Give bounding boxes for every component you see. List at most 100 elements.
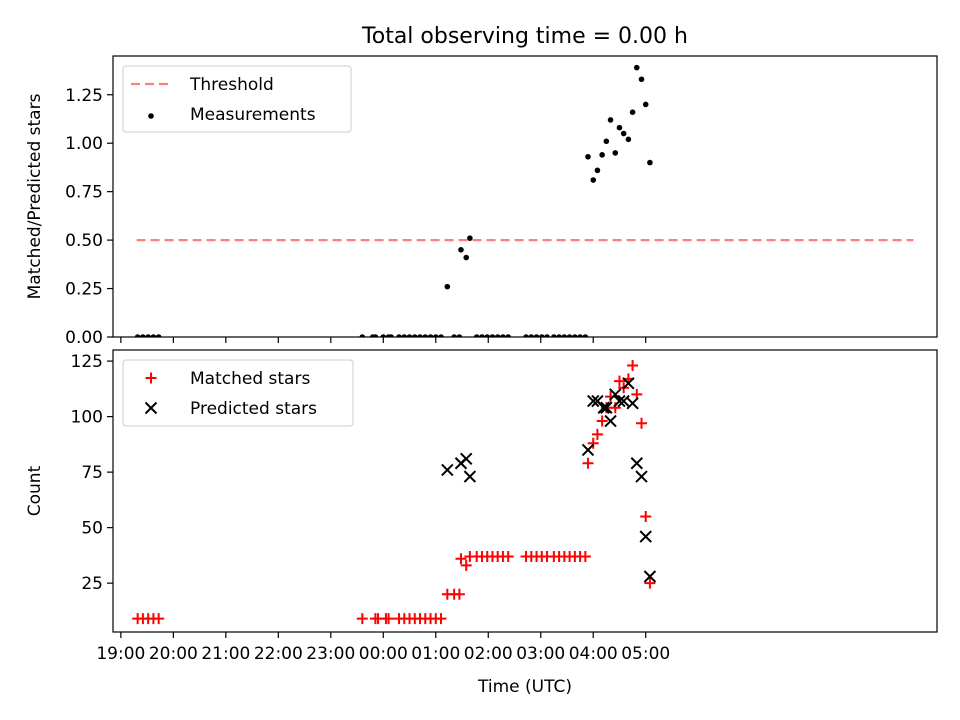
predicted-stars-point [460, 452, 473, 466]
measurement-point [538, 334, 545, 337]
matched-stars-point [383, 613, 395, 625]
measurement-point [642, 101, 649, 108]
measurement-point [150, 334, 157, 337]
measurement-point [625, 136, 632, 143]
matched-stars-point [644, 577, 656, 589]
measurement-point [484, 334, 491, 337]
matched-stars-point [640, 511, 652, 523]
x-tick-label: 01:00 [411, 644, 460, 664]
legend [122, 359, 354, 427]
x-axis-label: Time (UTC) [477, 677, 572, 697]
measurement-point [417, 334, 423, 337]
y-axis-label: Matched/Predicted stars [25, 93, 45, 299]
legend-label: Threshold [189, 75, 274, 95]
bottom-plot: 25 50 75 100 125 19:00 20:00 21:00 22:00 23:00 00:… [25, 349, 938, 697]
measurement-point [359, 334, 366, 337]
measurement-point [372, 334, 379, 337]
matched-stars-point [582, 457, 594, 469]
matched-stars-point [636, 417, 648, 429]
x-tick-label: 00:00 [359, 644, 408, 664]
measurement-point [479, 334, 485, 337]
x-tick-label: 22:00 [254, 644, 303, 664]
predicted-stars-point [581, 443, 595, 457]
predicted-stars-point [597, 401, 610, 414]
y-tick-label: 1.25 [65, 86, 103, 106]
x-tick-label: 19:00 [96, 644, 145, 664]
measurement-point [134, 334, 141, 337]
matched-stars-point [153, 613, 165, 625]
measurement-point [523, 334, 529, 337]
y-tick-label: 0.25 [65, 280, 103, 300]
x-tick-label: 03:00 [516, 644, 565, 664]
x-tick-label: 23:00 [306, 644, 355, 664]
matched-stars-point [587, 437, 599, 449]
data-marks [132, 360, 657, 625]
measurement-point [411, 334, 418, 337]
measurement-point [566, 334, 573, 337]
top-plot: 0.00 0.25 0.50 0.75 1.00 1.25 Matched/Predicte… [25, 55, 938, 348]
plot-frame [112, 349, 938, 633]
measurement-point [467, 235, 473, 241]
measurement-point [489, 334, 496, 337]
y-tick-label: 100 [71, 408, 103, 428]
predicted-stars-point [622, 377, 635, 390]
y-tick-label: 25 [81, 574, 103, 594]
predicted-stars-point [635, 470, 648, 483]
x-tick-label: 20:00 [149, 644, 198, 664]
x-tick-label: 02:00 [464, 644, 513, 664]
matched-stars-point [596, 415, 608, 427]
y-axis-label: Count [25, 465, 45, 516]
y-tick-label: 0.00 [65, 328, 103, 348]
measurement-point [533, 334, 540, 337]
measurement-point [451, 334, 457, 337]
measurement-point [463, 254, 470, 261]
measurement-point [590, 177, 597, 183]
predicted-stars-point [630, 457, 643, 470]
predicted-stars-point [626, 397, 639, 410]
predicted-stars-point [441, 463, 454, 477]
matched-stars-point [591, 428, 603, 440]
predicted-stars-point [613, 394, 626, 408]
x-tick-label: 04:00 [569, 644, 618, 664]
measurement-point [647, 159, 653, 166]
legend-label: Matched stars [190, 369, 310, 389]
measurement-point [528, 334, 535, 337]
measurement-point [633, 64, 640, 71]
y-tick-label: 0.75 [65, 183, 103, 203]
measurement-point [500, 334, 506, 337]
measurement-point [594, 167, 601, 174]
matched-stars-point [627, 360, 639, 372]
measurement-point [561, 334, 568, 337]
legend-label: Measurements [190, 105, 316, 125]
measurement-point [629, 109, 636, 115]
chart-title: Total observing time = 0.00 h [361, 24, 688, 49]
measurement-point [456, 334, 463, 337]
measurement-point [406, 334, 413, 337]
measurement-point [422, 334, 429, 337]
legend [122, 65, 352, 133]
predicted-stars-point [600, 401, 613, 414]
measurement-point [396, 334, 402, 337]
y-tick-label: 125 [71, 352, 103, 372]
measurement-point [577, 334, 583, 337]
matched-stars-point [455, 553, 467, 565]
matched-stars-point [435, 613, 447, 625]
legend-predicted-swatch [144, 401, 158, 415]
measurement-point [582, 334, 589, 337]
measurement-point [388, 334, 394, 337]
measurement-point [494, 334, 501, 337]
predicted-stars-point [463, 470, 477, 483]
measurement-point [505, 334, 512, 337]
measurement-point [438, 334, 444, 337]
predicted-stars-point [643, 570, 657, 583]
measurement-point [544, 334, 550, 337]
y-tick-label: 75 [81, 463, 103, 483]
matched-stars-point [453, 588, 465, 600]
measurement-point [432, 334, 439, 337]
measurement-point [444, 283, 451, 290]
legend-measurements-swatch [148, 113, 154, 119]
predicted-stars-point [639, 530, 652, 543]
legend-label: Predicted stars [190, 399, 317, 419]
x-tick-label: 05:00 [621, 644, 670, 664]
